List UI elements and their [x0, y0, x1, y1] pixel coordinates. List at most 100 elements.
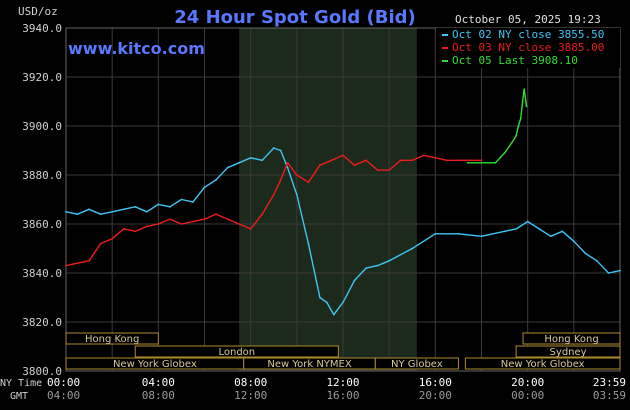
data-point	[88, 208, 90, 211]
data-point	[411, 247, 414, 250]
data-point	[65, 264, 67, 267]
data-point	[515, 134, 518, 137]
session-label: New York Globex	[501, 359, 585, 370]
data-point	[619, 269, 621, 272]
data-point	[434, 232, 437, 235]
data-point	[332, 313, 335, 316]
data-point	[192, 220, 194, 223]
data-point	[561, 230, 564, 233]
data-point	[249, 228, 252, 230]
y-tick-label: 3860.0	[22, 218, 62, 231]
data-point	[192, 201, 194, 203]
data-point	[480, 235, 483, 238]
data-point	[388, 259, 391, 262]
legend-entry: Oct 05 Last 3908.10	[452, 54, 578, 67]
data-point	[111, 237, 114, 240]
data-point	[538, 228, 541, 230]
data-point	[521, 100, 524, 103]
x-tick-label-gmt: 00:00	[511, 389, 544, 402]
data-point	[523, 88, 526, 91]
x-axis-label-gmt: GMT	[10, 391, 28, 402]
data-point	[295, 193, 298, 196]
data-point	[422, 154, 425, 157]
data-point	[519, 117, 522, 120]
x-tick-label-gmt: 16:00	[326, 389, 359, 402]
x-tick-labels: 00:00 04:00 08:00 12:00 16:00 20:00 23:5904:00…	[47, 376, 626, 402]
session-bar	[515, 345, 621, 358]
y-tick-label: 3820.0	[22, 316, 62, 329]
series-line-2	[65, 154, 482, 267]
data-point	[238, 161, 241, 164]
data-point	[434, 156, 437, 159]
data-point	[342, 154, 344, 157]
session-label: New York Globex	[113, 359, 197, 370]
data-point	[319, 296, 321, 299]
shaded-region	[239, 28, 417, 371]
series-layer	[65, 88, 621, 316]
session-bar	[522, 332, 621, 345]
x-tick-label-gmt: 12:00	[234, 389, 267, 402]
shade-layer	[239, 28, 417, 371]
data-point	[279, 149, 282, 152]
data-point	[145, 210, 148, 213]
data-point	[111, 210, 114, 213]
data-point	[365, 267, 367, 269]
data-point	[353, 164, 356, 167]
data-point	[399, 159, 402, 162]
data-point	[168, 205, 171, 208]
data-point	[99, 213, 102, 216]
data-point	[388, 169, 391, 172]
data-point	[122, 228, 125, 230]
data-point	[330, 159, 333, 162]
session-label: New York NYMEX	[267, 359, 352, 370]
data-point	[76, 213, 79, 216]
watermark: www.kitco.com	[68, 39, 205, 58]
data-point	[494, 161, 497, 164]
data-point	[261, 213, 264, 216]
data-point	[215, 213, 217, 216]
data-point	[307, 181, 310, 184]
data-point	[499, 156, 501, 159]
data-point	[319, 164, 321, 167]
data-point	[279, 179, 282, 181]
data-point	[286, 166, 289, 169]
y-axis-label: USD/oz	[18, 5, 58, 18]
data-point	[99, 242, 102, 245]
data-point	[168, 218, 171, 221]
data-point	[572, 240, 575, 243]
data-point	[365, 159, 367, 162]
data-point	[134, 205, 137, 208]
data-point	[226, 218, 229, 221]
data-point	[88, 259, 90, 262]
legend-box	[436, 28, 620, 68]
data-point	[517, 125, 520, 127]
x-tick-label-ny: 20:00	[511, 376, 544, 389]
legend-entry: Oct 03 NY close 3885.00	[452, 41, 604, 54]
data-point	[353, 279, 356, 282]
data-point	[445, 159, 448, 162]
session-bar	[134, 345, 339, 358]
y-tick-labels: 3940.0 3920.0 3900.0 3880.0 3860.0 3840.0 3820…	[22, 22, 62, 378]
y-tick-label: 3840.0	[22, 267, 62, 280]
data-point	[295, 174, 298, 176]
session-bar	[374, 357, 459, 370]
data-point	[510, 142, 513, 145]
data-point	[607, 272, 610, 274]
session-label: Hong Kong	[85, 334, 139, 345]
session-bar	[65, 332, 159, 345]
data-point	[526, 220, 529, 223]
y-tick-label: 3900.0	[22, 120, 62, 133]
x-axis-label-ny: NY Time	[0, 378, 42, 389]
data-point	[272, 193, 275, 196]
plot-frame	[65, 27, 621, 372]
timestamp: October 05, 2025 19:23	[455, 13, 601, 26]
data-point	[307, 242, 310, 245]
y-tick-label: 3880.0	[22, 169, 62, 182]
chart-title: 24 Hour Spot Gold (Bid)	[174, 7, 415, 28]
session-label: London	[218, 347, 255, 358]
session-label: Hong Kong	[544, 334, 598, 345]
data-point	[226, 166, 229, 169]
x-tick-label-ny: 12:00	[326, 376, 359, 389]
x-tick-label-ny: 16:00	[419, 376, 452, 389]
legend-entry: Oct 02 NY close 3855.50	[452, 28, 604, 41]
